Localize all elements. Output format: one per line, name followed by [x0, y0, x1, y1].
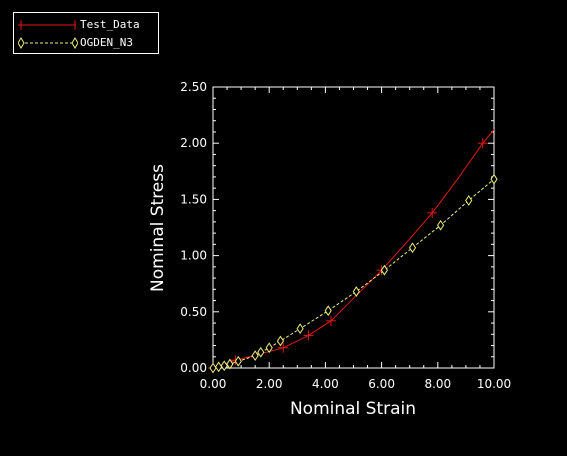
data-point-ogden-n3	[296, 323, 304, 335]
x-ticks	[212, 87, 495, 368]
data-point-ogden-n3	[380, 264, 389, 276]
y-tick-labels: 0.00 0.50 1.00 1.50 2.00 2.50	[180, 80, 207, 375]
data-point-ogden-n3	[465, 195, 473, 206]
legend-swatch-test-data	[18, 20, 76, 30]
legend-item-ogden-n3: OGDEN_N3	[14, 35, 160, 51]
y-tick-label: 1.50	[180, 192, 207, 206]
x-tick-labels: 0.00 2.00 4.00 6.00 8.00 10.00	[200, 377, 512, 391]
data-point-ogden-n3	[234, 355, 242, 367]
data-point-test-data	[427, 207, 438, 218]
data-point-test-data	[303, 330, 314, 341]
legend: Test_Data OGDEN_N3	[13, 12, 159, 54]
data-point-ogden-n3	[209, 362, 217, 374]
y-ticks	[213, 86, 494, 369]
y-tick-label: 2.50	[180, 80, 207, 94]
x-tick-label: 6.00	[368, 377, 395, 391]
data-point-ogden-n3	[220, 360, 228, 372]
x-tick-label: 4.00	[312, 377, 339, 391]
data-point-ogden-n3	[490, 173, 498, 185]
legend-item-test-data: Test_Data	[14, 17, 160, 33]
x-tick-label: 0.00	[200, 377, 227, 391]
data-point-ogden-n3	[265, 342, 273, 354]
legend-label-ogden-n3: OGDEN_N3	[80, 36, 133, 49]
data-point-test-data	[477, 138, 488, 149]
data-point-test-data	[326, 315, 337, 326]
data-point-ogden-n3	[352, 286, 360, 297]
data-point-ogden-n3	[276, 335, 285, 347]
data-point-ogden-n3	[408, 242, 417, 254]
data-point-ogden-n3	[226, 358, 234, 370]
y-axis-title: Nominal Stress	[148, 164, 168, 292]
data-point-test-data	[278, 342, 289, 353]
x-tick-label: 10.00	[477, 377, 511, 391]
y-tick-label: 0.50	[180, 305, 207, 319]
data-point-ogden-n3	[437, 219, 445, 231]
x-axis-title: Nominal Strain	[290, 399, 416, 419]
plot-frame	[212, 86, 495, 369]
data-point-ogden-n3	[257, 346, 265, 358]
data-point-ogden-n3	[215, 361, 223, 373]
legend-swatch-ogden-n3	[18, 37, 78, 49]
y-tick-label: 0.00	[180, 361, 207, 375]
x-tick-label: 2.00	[256, 377, 283, 391]
y-tick-label: 2.00	[180, 136, 207, 150]
series-line-test-data	[212, 129, 495, 369]
data-point-ogden-n3	[251, 350, 259, 362]
y-tick-label: 1.00	[180, 249, 207, 263]
x-tick-label: 8.00	[424, 377, 451, 391]
legend-label-test-data: Test_Data	[80, 18, 140, 31]
series-layer	[208, 129, 498, 374]
series-line-ogden-n3	[212, 178, 495, 369]
data-point-ogden-n3	[324, 305, 332, 317]
